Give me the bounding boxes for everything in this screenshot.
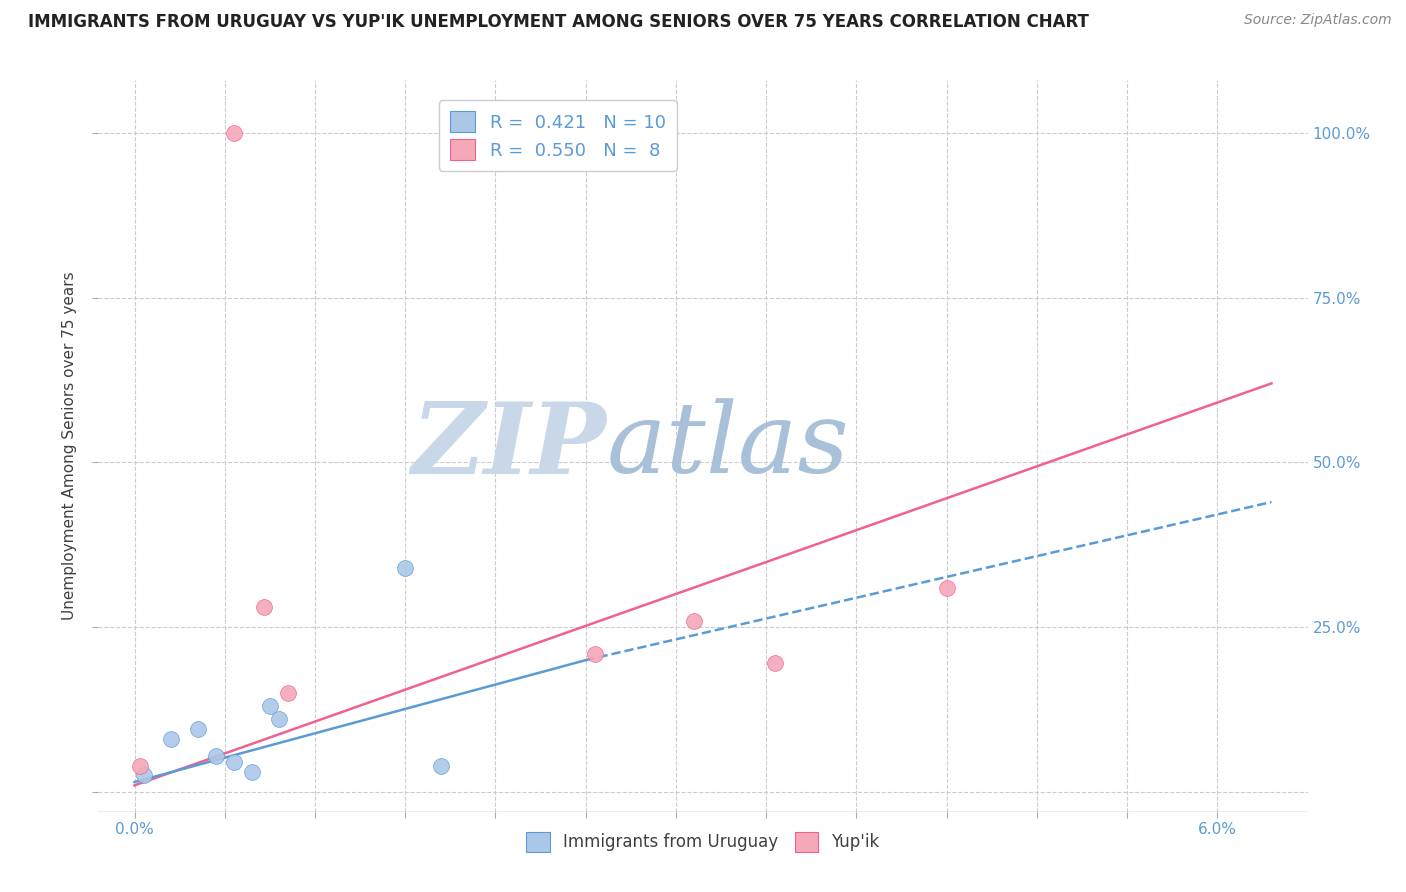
- Text: Source: ZipAtlas.com: Source: ZipAtlas.com: [1244, 13, 1392, 28]
- Point: [259, 699, 281, 714]
- Point: [253, 600, 276, 615]
- Point: [159, 732, 181, 747]
- Point: [583, 647, 606, 661]
- Point: [683, 614, 706, 628]
- Point: [222, 126, 245, 140]
- Point: [763, 657, 786, 671]
- Point: [187, 723, 209, 737]
- Y-axis label: Unemployment Among Seniors over 75 years: Unemployment Among Seniors over 75 years: [62, 272, 77, 620]
- Point: [129, 758, 152, 772]
- Text: IMMIGRANTS FROM URUGUAY VS YUP'IK UNEMPLOYMENT AMONG SENIORS OVER 75 YEARS CORRE: IMMIGRANTS FROM URUGUAY VS YUP'IK UNEMPL…: [28, 13, 1090, 31]
- Legend: Immigrants from Uruguay, Yup'ik: Immigrants from Uruguay, Yup'ik: [520, 826, 886, 858]
- Text: ZIP: ZIP: [412, 398, 606, 494]
- Point: [222, 756, 245, 770]
- Point: [132, 768, 155, 782]
- Point: [394, 561, 416, 575]
- Point: [240, 765, 263, 780]
- Point: [430, 758, 453, 772]
- Text: atlas: atlas: [606, 399, 849, 493]
- Point: [267, 713, 290, 727]
- Point: [204, 748, 226, 763]
- Point: [277, 686, 299, 700]
- Point: [935, 581, 957, 595]
